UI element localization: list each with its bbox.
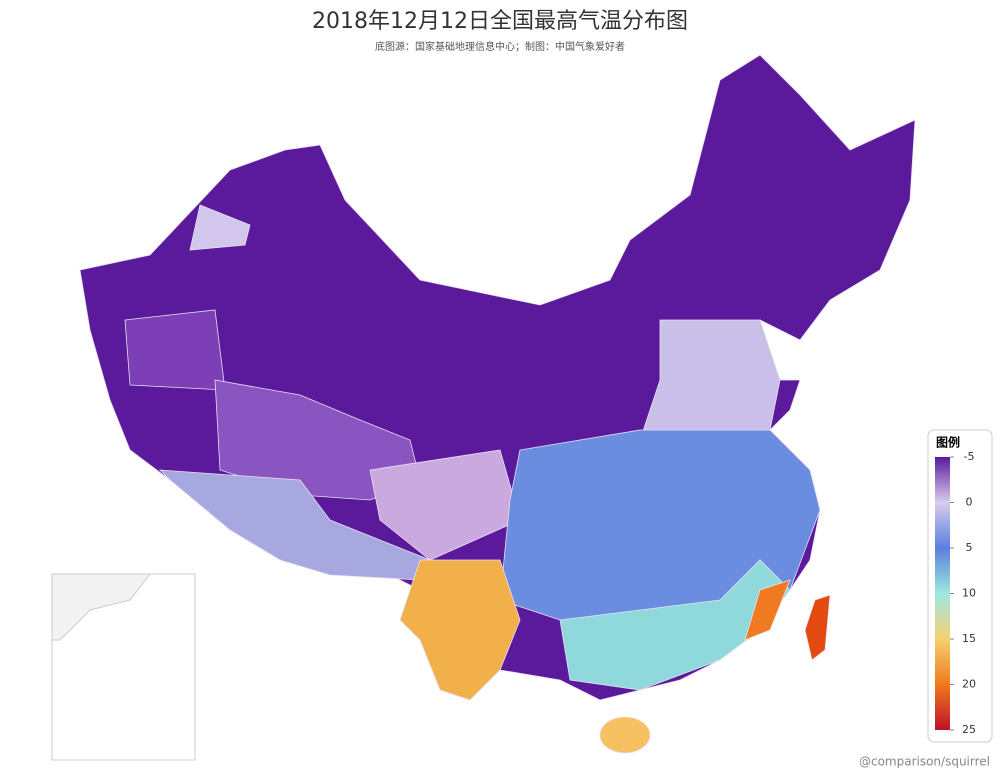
region xyxy=(189,204,251,251)
tick-label: 10 xyxy=(962,587,976,600)
title: 2018年12月12日全国最高气温分布图 xyxy=(312,9,688,34)
subtitle: 底图源：国家基础地理信息中心；制图：中国气象爱好者 xyxy=(375,40,625,53)
region xyxy=(639,319,781,441)
map xyxy=(79,54,916,754)
color-bar xyxy=(935,457,950,730)
tick-label: 15 xyxy=(962,632,976,645)
legend-title: 图例 xyxy=(936,435,960,450)
tick-label: 5 xyxy=(966,541,973,554)
region xyxy=(744,579,791,641)
legend: 图例 -5 0 5 10 15 20 25 xyxy=(927,429,993,743)
credit: @comparison/squirrel xyxy=(859,755,990,769)
region xyxy=(399,559,521,701)
region xyxy=(804,594,831,661)
tick-label: 20 xyxy=(962,678,976,691)
tick-label: -5 xyxy=(964,450,975,463)
tick-label: 0 xyxy=(966,496,973,509)
inset-land xyxy=(51,573,152,641)
region xyxy=(599,716,651,754)
region xyxy=(124,309,226,391)
region xyxy=(369,449,521,561)
region xyxy=(158,469,431,581)
tick-label: 25 xyxy=(962,723,976,736)
